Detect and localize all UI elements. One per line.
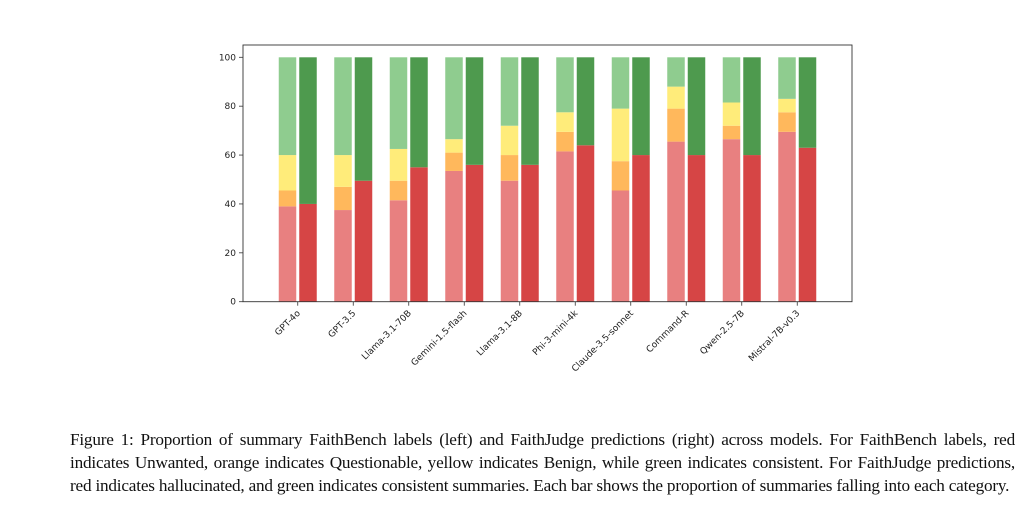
bars-layer xyxy=(278,57,817,302)
bar-segment-faithbench-questionable xyxy=(334,186,352,211)
y-tick-label: 100 xyxy=(219,53,236,63)
bar-segment-faithjudge-consistent xyxy=(687,57,706,156)
x-tick-label: Llama-3.1-70B xyxy=(360,309,414,363)
bar-segment-faithjudge-consistent xyxy=(798,57,817,148)
bar-segment-faithbench-benign xyxy=(556,112,574,132)
bar-segment-faithbench-benign xyxy=(445,139,463,153)
x-tick-label: Command-R xyxy=(645,309,692,356)
y-tick-label: 20 xyxy=(225,249,237,259)
bar-segment-faithjudge-consistent xyxy=(410,57,428,168)
bar-segment-faithbench-unwanted xyxy=(722,139,741,302)
bar-segment-faithjudge-hallucinated xyxy=(743,155,761,302)
bar-segment-faithbench-benign xyxy=(611,108,630,162)
x-tick-label: Claude-3.5-sonnet xyxy=(570,308,636,374)
plot-frame xyxy=(242,44,853,303)
bar-segment-faithjudge-consistent xyxy=(632,57,650,156)
bar-segment-faithjudge-hallucinated xyxy=(521,164,539,302)
stacked-bar-chart: 0 20 40 60 80 100 GPT-4o GPT-3.5 Llama-3.1-70BG… xyxy=(219,44,853,374)
bar-segment-faithjudge-hallucinated xyxy=(410,167,428,302)
bar-segment-faithjudge-hallucinated xyxy=(687,155,706,302)
y-tick-label: 80 xyxy=(225,102,237,112)
bar-segment-faithbench-benign xyxy=(389,148,408,181)
bar-segment-faithbench-consistent xyxy=(778,57,796,99)
bar-segment-faithbench-benign xyxy=(667,86,685,109)
y-tick-label: 0 xyxy=(230,298,236,308)
bar-segment-faithjudge-hallucinated xyxy=(632,155,650,302)
bar-segment-faithbench-unwanted xyxy=(500,180,519,302)
bar-segment-faithbench-unwanted xyxy=(778,131,796,302)
bar-segment-faithbench-consistent xyxy=(611,57,630,109)
y-tick-label: 40 xyxy=(225,200,237,210)
bar-segment-faithbench-consistent xyxy=(500,57,519,126)
bar-segment-faithbench-questionable xyxy=(389,180,408,201)
y-axis: 0 20 40 60 80 100 xyxy=(219,53,243,308)
x-tick-label: Qwen-2.5-7B xyxy=(699,309,747,357)
bar-segment-faithjudge-consistent xyxy=(465,57,484,165)
bar-segment-faithbench-benign xyxy=(278,155,297,191)
bar-segment-faithbench-unwanted xyxy=(611,190,630,302)
bar-segment-faithbench-consistent xyxy=(667,57,685,87)
bar-segment-faithbench-unwanted xyxy=(445,170,463,302)
bar-segment-faithbench-questionable xyxy=(500,155,519,181)
y-tick-label: 60 xyxy=(225,151,237,161)
x-tick-label: GPT-3.5 xyxy=(327,309,359,341)
bar-segment-faithbench-questionable xyxy=(722,125,741,140)
bar-segment-faithjudge-consistent xyxy=(576,57,595,146)
bar-segment-faithbench-questionable xyxy=(667,108,685,142)
bar-segment-faithbench-questionable xyxy=(611,161,630,191)
bar-segment-faithbench-questionable xyxy=(778,112,796,132)
bar-segment-faithbench-benign xyxy=(778,98,796,113)
bar-segment-faithjudge-consistent xyxy=(743,57,761,156)
bar-segment-faithbench-questionable xyxy=(556,131,574,152)
bar-segment-faithjudge-hallucinated xyxy=(576,145,595,302)
bar-segment-faithjudge-hallucinated xyxy=(798,147,817,302)
bar-segment-faithbench-unwanted xyxy=(667,141,685,302)
bar-segment-faithjudge-consistent xyxy=(354,57,373,181)
bar-segment-faithjudge-hallucinated xyxy=(354,180,373,302)
x-axis: GPT-4o GPT-3.5 Llama-3.1-70BGemini-1.5-fla… xyxy=(273,301,802,374)
bar-segment-faithbench-consistent xyxy=(722,57,741,103)
x-tick-label: Mistral-7B-v0.3 xyxy=(747,309,802,364)
bar-segment-faithjudge-hallucinated xyxy=(465,164,484,302)
bar-segment-faithbench-benign xyxy=(722,102,741,126)
bar-segment-faithbench-consistent xyxy=(334,57,352,156)
bar-segment-faithbench-unwanted xyxy=(278,206,297,302)
bar-segment-faithbench-questionable xyxy=(445,152,463,171)
x-tick-label: GPT-4o xyxy=(273,308,303,338)
x-tick-label: Llama-3.1-8B xyxy=(475,309,525,359)
x-tick-label: Gemini-1.5-flash xyxy=(410,309,470,369)
bar-segment-faithbench-consistent xyxy=(445,57,463,140)
bar-segment-faithjudge-consistent xyxy=(521,57,539,165)
bar-segment-faithbench-consistent xyxy=(278,57,297,156)
bar-segment-faithbench-unwanted xyxy=(556,151,574,302)
bar-segment-faithjudge-hallucinated xyxy=(299,203,317,302)
bar-segment-faithbench-benign xyxy=(334,155,352,187)
bar-segment-faithbench-unwanted xyxy=(389,200,408,302)
bar-segment-faithbench-consistent xyxy=(389,57,408,149)
bar-segment-faithbench-unwanted xyxy=(334,210,352,302)
bar-segment-faithbench-benign xyxy=(500,125,519,156)
x-tick-label: Phi-3-mini-4k xyxy=(531,308,581,358)
bar-segment-faithbench-questionable xyxy=(278,190,297,207)
figure-caption: Figure 1: Proportion of summary FaithBen… xyxy=(70,430,1015,495)
bar-segment-faithbench-consistent xyxy=(556,57,574,113)
bar-segment-faithjudge-consistent xyxy=(299,57,317,204)
